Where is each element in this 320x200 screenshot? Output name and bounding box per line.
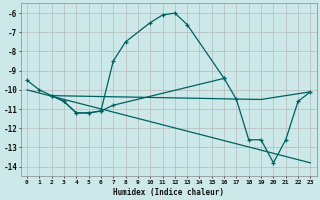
- X-axis label: Humidex (Indice chaleur): Humidex (Indice chaleur): [113, 188, 224, 197]
